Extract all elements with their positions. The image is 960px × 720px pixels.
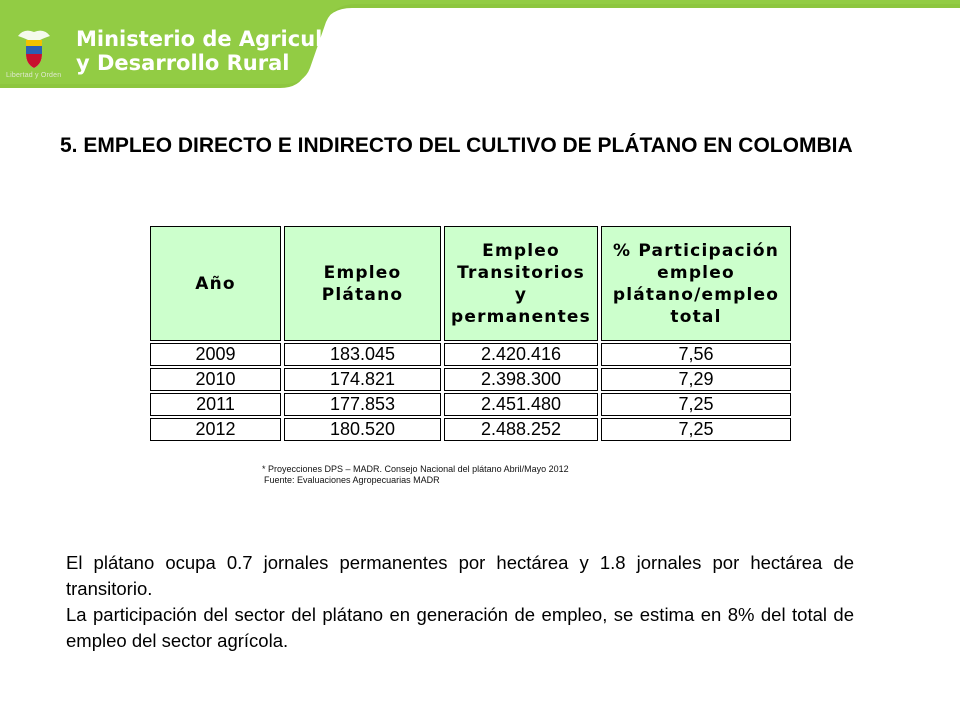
ministry-line-1: Ministerio de Agricultura: [76, 27, 372, 51]
cell-total: 2.420.416: [444, 343, 598, 366]
crest-motto: Libertad y Orden: [6, 72, 62, 79]
coat-of-arms-icon: [12, 26, 56, 70]
header-participation: % Participación empleo plátano/empleo to…: [601, 226, 791, 341]
table-notes: * Proyecciones DPS – MADR. Consejo Nacio…: [262, 464, 569, 486]
page-title: 5. EMPLEO DIRECTO E INDIRECTO DEL CULTIV…: [60, 134, 853, 157]
note-source: Fuente: Evaluaciones Agropecuarias MADR: [264, 475, 440, 485]
ministry-line-2: y Desarrollo Rural: [76, 51, 290, 75]
header-year: Año: [150, 226, 281, 341]
cell-total: 2.488.252: [444, 418, 598, 441]
cell-percent: 7,29: [601, 368, 791, 391]
cell-year: 2011: [150, 393, 281, 416]
cell-percent: 7,56: [601, 343, 791, 366]
table-header-row: Año Empleo Plátano Empleo Transitorios y…: [150, 226, 791, 341]
cell-banana: 174.821: [284, 368, 441, 391]
table-row: 2011 177.853 2.451.480 7,25: [150, 393, 791, 416]
cell-banana: 183.045: [284, 343, 441, 366]
ministry-name: Ministerio de Agricultura y Desarrollo R…: [76, 27, 372, 75]
paragraph-jornales: El plátano ocupa 0.7 jornales permanente…: [66, 552, 854, 599]
banner-shape: [0, 0, 960, 88]
cell-percent: 7,25: [601, 418, 791, 441]
cell-total: 2.451.480: [444, 393, 598, 416]
cell-year: 2010: [150, 368, 281, 391]
cell-banana: 177.853: [284, 393, 441, 416]
cell-year: 2009: [150, 343, 281, 366]
table-row: 2009 183.045 2.420.416 7,56: [150, 343, 791, 366]
header-banana-employment: Empleo Plátano: [284, 226, 441, 341]
table-row: 2010 174.821 2.398.300 7,29: [150, 368, 791, 391]
cell-total: 2.398.300: [444, 368, 598, 391]
cell-percent: 7,25: [601, 393, 791, 416]
header-banner: Libertad y Orden Ministerio de Agricultu…: [0, 0, 960, 90]
cell-year: 2012: [150, 418, 281, 441]
cell-banana: 180.520: [284, 418, 441, 441]
note-projections: * Proyecciones DPS – MADR. Consejo Nacio…: [262, 464, 569, 474]
body-text: El plátano ocupa 0.7 jornales permanente…: [66, 550, 854, 654]
paragraph-participation: La participación del sector del plátano …: [66, 604, 854, 651]
header-total-employment: Empleo Transitorios y permanentes: [444, 226, 598, 341]
table-row: 2012 180.520 2.488.252 7,25: [150, 418, 791, 441]
employment-table: Año Empleo Plátano Empleo Transitorios y…: [147, 224, 794, 443]
